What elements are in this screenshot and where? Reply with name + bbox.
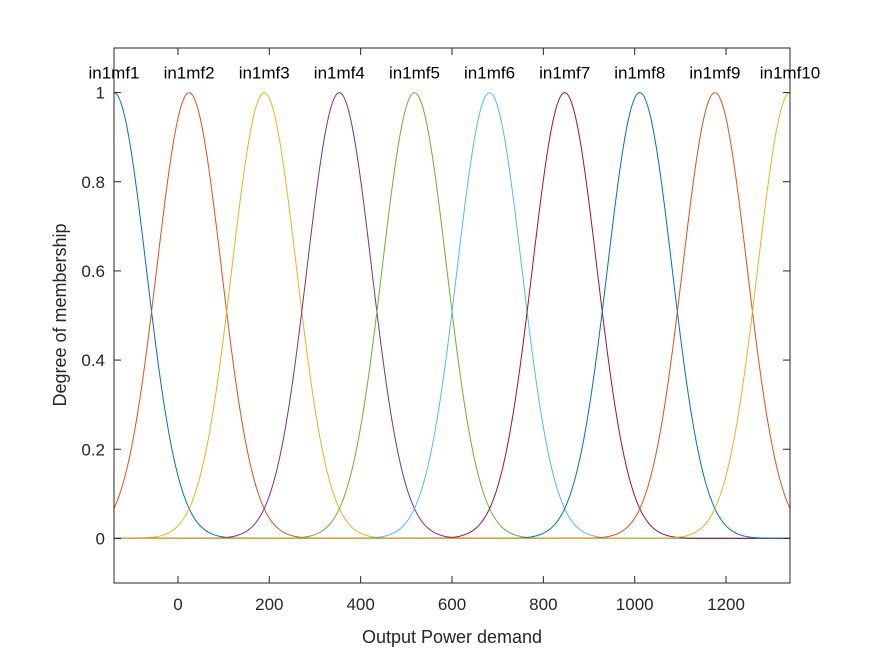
x-tick-label: 400 xyxy=(346,595,374,614)
series-line-in1mf6 xyxy=(114,92,790,539)
mf-label-in1mf6: in1mf6 xyxy=(464,64,515,83)
mf-label-in1mf5: in1mf5 xyxy=(389,64,440,83)
mf-label-in1mf4: in1mf4 xyxy=(314,64,365,83)
x-axis-label: Output Power demand xyxy=(362,627,542,647)
x-tick-label: 1200 xyxy=(707,595,745,614)
y-axis-label: Degree of membership xyxy=(50,223,70,406)
series-line-in1mf10 xyxy=(114,92,791,539)
mf-label-in1mf9: in1mf9 xyxy=(689,64,740,83)
curves-group xyxy=(113,92,791,539)
y-tick-label: 0.6 xyxy=(81,262,105,281)
mf-labels: in1mf1 in1mf2 in1mf3 in1mf4 in1mf5 in1mf6 in1m… xyxy=(88,64,820,83)
y-tick-label: 1 xyxy=(96,84,105,103)
mf-label-in1mf3: in1mf3 xyxy=(239,64,290,83)
mf-label-in1mf7: in1mf7 xyxy=(539,64,590,83)
y-tick-label: 0 xyxy=(96,529,105,548)
y-tick-label: 0.2 xyxy=(81,440,105,459)
x-tick-label: 600 xyxy=(438,595,466,614)
mf-label-in1mf8: in1mf8 xyxy=(614,64,665,83)
mf-label-in1mf1: in1mf1 xyxy=(88,64,139,83)
mf-label-in1mf2: in1mf2 xyxy=(164,64,215,83)
x-tick-label: 0 xyxy=(173,595,182,614)
x-tick-label: 800 xyxy=(529,595,557,614)
mf-label-in1mf10: in1mf10 xyxy=(760,64,820,83)
x-tick-label: 1000 xyxy=(616,595,654,614)
y-tick-label: 0.4 xyxy=(81,351,105,370)
y-tick-label: 0.8 xyxy=(81,173,105,192)
y-ticks: 0 0.2 0.4 0.6 0.8 1 xyxy=(81,84,790,548)
x-ticks: 0 200 400 600 800 1000 1200 xyxy=(173,48,745,614)
x-tick-label: 200 xyxy=(255,595,283,614)
